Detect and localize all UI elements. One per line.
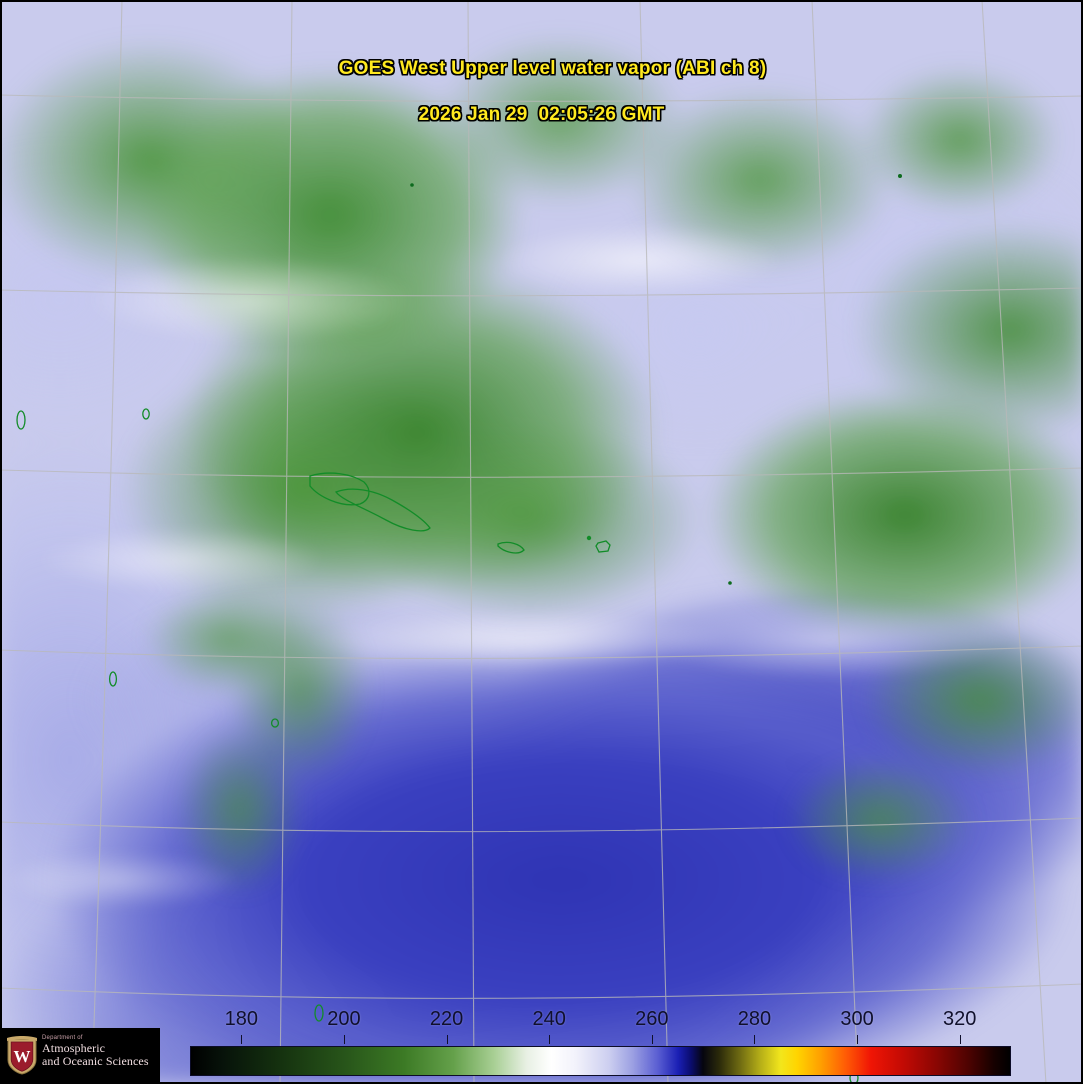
uw-crest-icon: W	[7, 1036, 37, 1075]
colorbar-tick	[959, 1035, 961, 1044]
logo-name-line-2: and Oceanic Sciences	[42, 1054, 149, 1068]
title-line-1: GOES West Upper level water vapor (ABI c…	[338, 58, 767, 79]
colorbar-tick	[241, 1035, 243, 1044]
logo-dept-prefix: Department of	[42, 1035, 83, 1041]
colorbar-tick	[549, 1035, 551, 1044]
colorbar-tick-label: 180	[224, 1008, 258, 1030]
colorbar-tick-label: 320	[943, 1008, 977, 1030]
colorbar-tick	[343, 1035, 345, 1044]
uw-aos-logo: W Department of Atmospheric and Oceanic …	[0, 1028, 160, 1084]
crest-letter: W	[14, 1047, 31, 1066]
colorbar-gradient[interactable]	[190, 1046, 1011, 1076]
colorbar-tick-label: 300	[840, 1008, 874, 1030]
colorbar-tick	[651, 1035, 653, 1044]
image-title: GOES West Upper level water vapor (ABI c…	[0, 34, 1083, 172]
colorbar-tick	[857, 1035, 859, 1044]
colorbar-tick-label: 280	[737, 1008, 772, 1030]
colorbar-tick-label: 240	[532, 1008, 566, 1030]
title-line-2: 2026 Jan 29 02:05:26 GMT	[418, 104, 665, 125]
colorbar-tick-label: 200	[327, 1008, 361, 1030]
colorbar[interactable]: 180 200 220 240 260 280 300 320	[190, 1009, 1011, 1078]
colorbar-tick	[446, 1035, 448, 1044]
colorbar-tick	[754, 1035, 756, 1044]
colorbar-tick-label: 220	[429, 1008, 464, 1030]
colorbar-tick-label: 260	[635, 1008, 669, 1030]
logo-name-line-1: Atmospheric	[42, 1041, 106, 1055]
